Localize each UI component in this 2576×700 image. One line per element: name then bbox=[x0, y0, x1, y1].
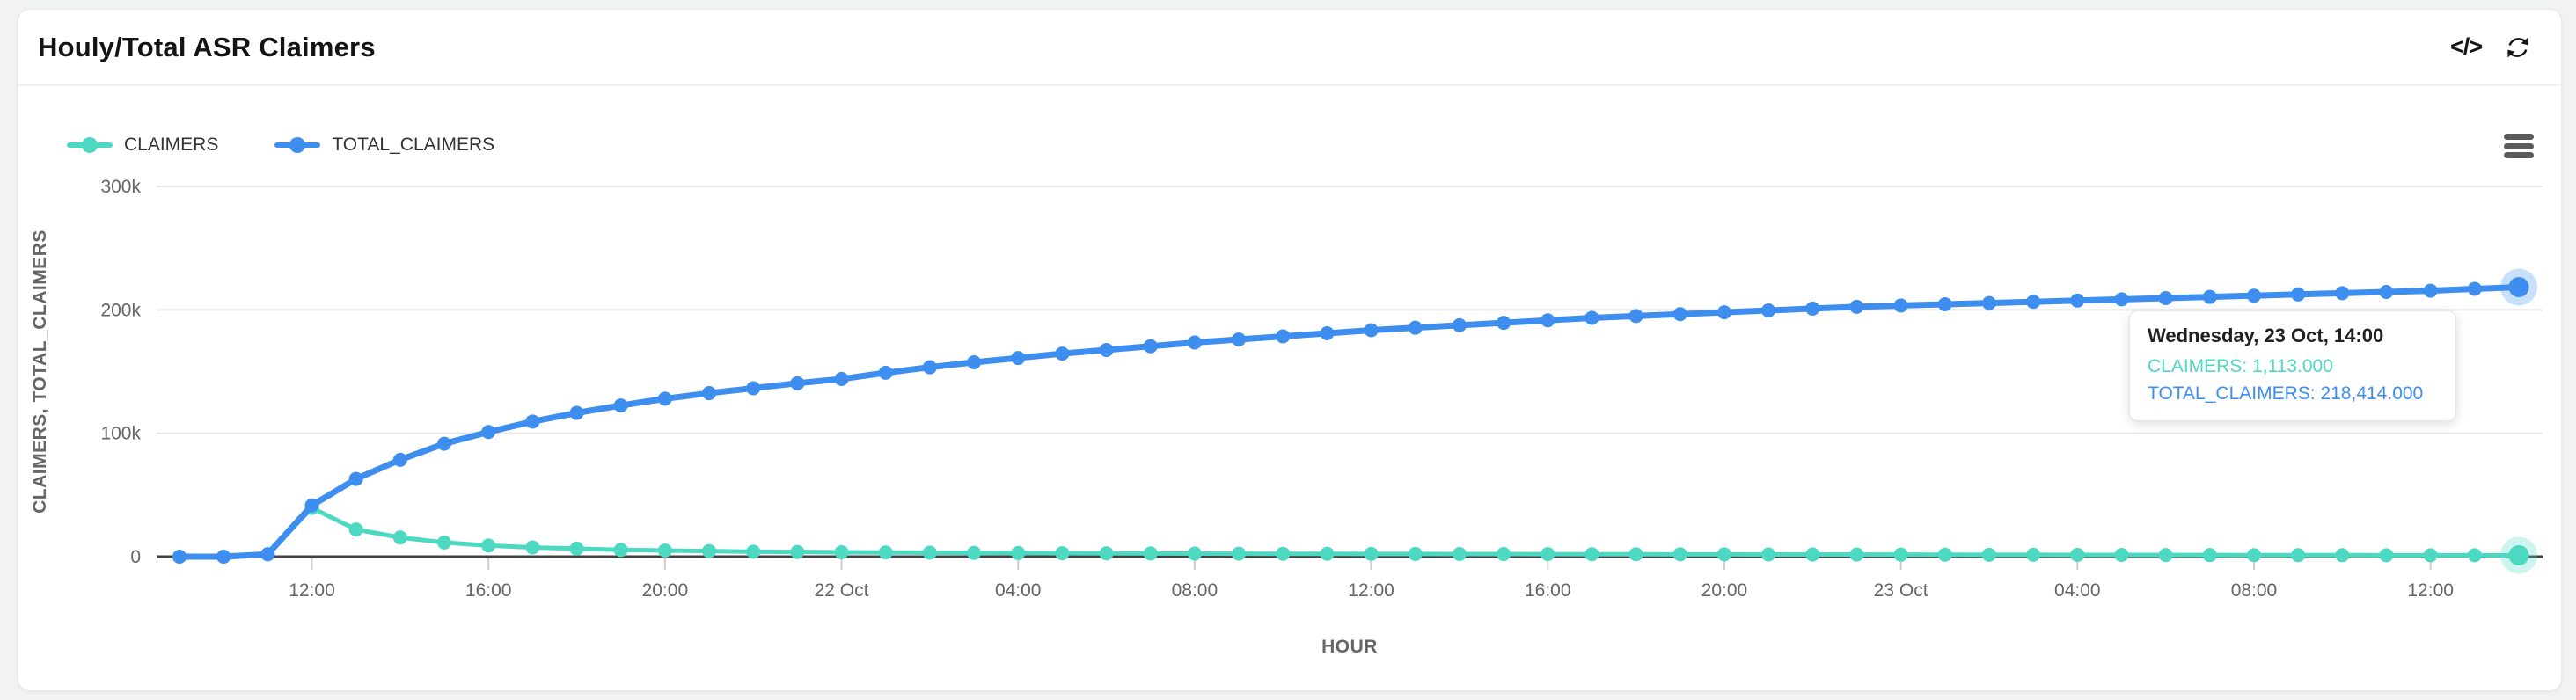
x-tick-labels: 12:00 16:00 20:00 22 Oct 04:00 08:00 12:00 16:0… bbox=[289, 580, 2454, 601]
svg-text:12:00: 12:00 bbox=[2407, 580, 2454, 601]
svg-text:0: 0 bbox=[130, 547, 141, 567]
hamburger-bar bbox=[2504, 152, 2534, 158]
hamburger-bar bbox=[2504, 142, 2534, 149]
hamburger-bar bbox=[2504, 134, 2534, 140]
card-title: Houly/Total ASR Claimers bbox=[38, 31, 376, 62]
tooltip-title: Wednesday, 23 Oct, 14:00 bbox=[2148, 324, 2384, 346]
chart-context-menu-icon[interactable] bbox=[2504, 134, 2534, 158]
hover-point-total_claimers bbox=[2500, 268, 2537, 306]
svg-text:200k: 200k bbox=[100, 300, 141, 320]
y-axis-title: CLAIMERS, TOTAL_CLAIMERS bbox=[30, 230, 50, 514]
svg-text:22 Oct: 22 Oct bbox=[815, 580, 869, 601]
legend-item-total-claimers[interactable]: TOTAL_CLAIMERS bbox=[274, 135, 494, 156]
svg-text:300k: 300k bbox=[100, 177, 141, 197]
legend-marker-dot bbox=[82, 137, 98, 153]
card-header: Houly/Total ASR Claimers </> bbox=[18, 10, 2561, 86]
tooltip-row-total-claimers: TOTAL_CLAIMERS: 218,414.000 bbox=[2148, 383, 2424, 404]
x-axis-title: HOUR bbox=[1321, 637, 1378, 657]
header-actions: </> bbox=[2450, 33, 2531, 61]
y-tick-labels: 0 100k 200k 300k bbox=[100, 177, 141, 567]
refresh-icon[interactable] bbox=[2505, 34, 2531, 61]
svg-text:100k: 100k bbox=[100, 424, 141, 444]
legend-marker-dot bbox=[289, 137, 306, 153]
svg-text:20:00: 20:00 bbox=[642, 580, 689, 601]
svg-text:08:00: 08:00 bbox=[1172, 580, 1218, 601]
legend-label-total-claimers: TOTAL_CLAIMERS bbox=[332, 135, 495, 155]
svg-text:16:00: 16:00 bbox=[1525, 580, 1571, 601]
svg-text:08:00: 08:00 bbox=[2231, 580, 2278, 601]
chart-legend: CLAIMERS TOTAL_CLAIMERS bbox=[67, 135, 494, 156]
hover-point-claimers bbox=[2500, 536, 2537, 574]
svg-text:23 Oct: 23 Oct bbox=[1874, 580, 1928, 601]
legend-item-claimers[interactable]: CLAIMERS bbox=[67, 135, 218, 156]
legend-marker-claimers bbox=[67, 137, 113, 153]
series-total_claimers bbox=[172, 280, 2526, 564]
svg-text:04:00: 04:00 bbox=[2054, 580, 2101, 601]
y-gridlines bbox=[157, 186, 2543, 434]
legend-label-claimers: CLAIMERS bbox=[124, 135, 219, 155]
svg-text:16:00: 16:00 bbox=[465, 580, 512, 601]
svg-text:04:00: 04:00 bbox=[995, 580, 1042, 601]
legend-marker-total-claimers bbox=[274, 137, 321, 153]
svg-text:12:00: 12:00 bbox=[289, 580, 335, 601]
code-icon[interactable]: </> bbox=[2449, 33, 2483, 60]
tooltip-row-claimers: CLAIMERS: 1,113.000 bbox=[2148, 356, 2333, 376]
svg-text:20:00: 20:00 bbox=[1701, 580, 1748, 601]
series-claimers bbox=[172, 500, 2526, 564]
svg-text:12:00: 12:00 bbox=[1348, 580, 1394, 601]
chart-tooltip: Wednesday, 23 Oct, 14:00 CLAIMERS: 1,113… bbox=[2129, 310, 2456, 421]
